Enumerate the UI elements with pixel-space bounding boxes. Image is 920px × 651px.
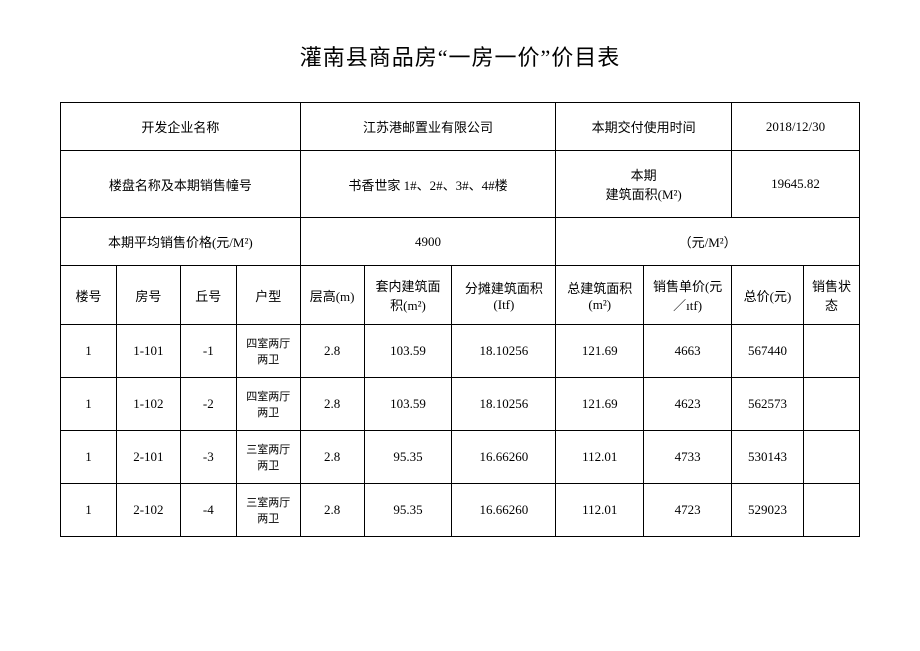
col-height: 层高(m) xyxy=(300,266,364,325)
cell-total_price: 530143 xyxy=(732,431,804,484)
cell-type: 三室两厅两卫 xyxy=(236,431,300,484)
col-building: 楼号 xyxy=(61,266,117,325)
cell-total_price: 529023 xyxy=(732,484,804,537)
cell-status xyxy=(803,484,859,537)
cell-building: 1 xyxy=(61,431,117,484)
info-row-3: 本期平均销售价格(元/M²) 4900 （元/M²） xyxy=(61,218,860,266)
avg-price-value: 4900 xyxy=(300,218,556,266)
unit-label: （元/M²） xyxy=(556,218,860,266)
col-room: 房号 xyxy=(116,266,180,325)
cell-unit_price: 4723 xyxy=(644,484,732,537)
col-shared-area: 分摊建筑面积(Itf) xyxy=(452,266,556,325)
col-total-area: 总建筑面积(m²) xyxy=(556,266,644,325)
info-row-2: 楼盘名称及本期销售幢号 书香世家 1#、2#、3#、4#楼 本期 建筑面积(M²… xyxy=(61,151,860,218)
cell-shared_area: 16.66260 xyxy=(452,484,556,537)
cell-type: 三室两厅两卫 xyxy=(236,484,300,537)
cell-total_area: 121.69 xyxy=(556,378,644,431)
area-label-1: 本期 xyxy=(631,168,657,183)
col-total-price: 总价(元) xyxy=(732,266,804,325)
col-unit-price: 销售单价(元／ıtf) xyxy=(644,266,732,325)
info-row-1: 开发企业名称 江苏港邮置业有限公司 本期交付使用时间 2018/12/30 xyxy=(61,103,860,151)
cell-inner_area: 103.59 xyxy=(364,378,452,431)
cell-height: 2.8 xyxy=(300,325,364,378)
area-label-2: 建筑面积(M²) xyxy=(606,187,682,202)
area-value: 19645.82 xyxy=(732,151,860,218)
project-label: 楼盘名称及本期销售幢号 xyxy=(61,151,301,218)
col-type: 户型 xyxy=(236,266,300,325)
cell-total_area: 112.01 xyxy=(556,431,644,484)
cell-type: 四室两厅两卫 xyxy=(236,325,300,378)
col-qiu: 丘号 xyxy=(180,266,236,325)
table-row: 12-101-3三室两厅两卫2.895.3516.66260112.014733… xyxy=(61,431,860,484)
cell-room: 1-101 xyxy=(116,325,180,378)
cell-unit_price: 4733 xyxy=(644,431,732,484)
cell-room: 1-102 xyxy=(116,378,180,431)
col-inner-area: 套内建筑面积(m²) xyxy=(364,266,452,325)
area-label: 本期 建筑面积(M²) xyxy=(556,151,732,218)
cell-unit_price: 4623 xyxy=(644,378,732,431)
cell-total_area: 121.69 xyxy=(556,325,644,378)
cell-room: 2-101 xyxy=(116,431,180,484)
cell-qiu: -3 xyxy=(180,431,236,484)
cell-type: 四室两厅两卫 xyxy=(236,378,300,431)
cell-unit_price: 4663 xyxy=(644,325,732,378)
page-title: 灌南县商品房“一房一价”价目表 xyxy=(60,40,860,72)
cell-height: 2.8 xyxy=(300,378,364,431)
cell-inner_area: 95.35 xyxy=(364,484,452,537)
table-row: 12-102-4三室两厅两卫2.895.3516.66260112.014723… xyxy=(61,484,860,537)
cell-status xyxy=(803,378,859,431)
cell-inner_area: 95.35 xyxy=(364,431,452,484)
delivery-value: 2018/12/30 xyxy=(732,103,860,151)
table-row: 11-102-2四室两厅两卫2.8103.5918.10256121.69462… xyxy=(61,378,860,431)
developer-value: 江苏港邮置业有限公司 xyxy=(300,103,556,151)
cell-total_area: 112.01 xyxy=(556,484,644,537)
cell-room: 2-102 xyxy=(116,484,180,537)
cell-total_price: 562573 xyxy=(732,378,804,431)
cell-building: 1 xyxy=(61,484,117,537)
cell-qiu: -4 xyxy=(180,484,236,537)
cell-height: 2.8 xyxy=(300,431,364,484)
cell-shared_area: 18.10256 xyxy=(452,378,556,431)
table-row: 11-101-1四室两厅两卫2.8103.5918.10256121.69466… xyxy=(61,325,860,378)
cell-height: 2.8 xyxy=(300,484,364,537)
cell-building: 1 xyxy=(61,325,117,378)
cell-status xyxy=(803,431,859,484)
price-table: 开发企业名称 江苏港邮置业有限公司 本期交付使用时间 2018/12/30 楼盘… xyxy=(60,102,860,537)
cell-status xyxy=(803,325,859,378)
cell-inner_area: 103.59 xyxy=(364,325,452,378)
cell-qiu: -2 xyxy=(180,378,236,431)
project-value: 书香世家 1#、2#、3#、4#楼 xyxy=(300,151,556,218)
cell-qiu: -1 xyxy=(180,325,236,378)
developer-label: 开发企业名称 xyxy=(61,103,301,151)
delivery-label: 本期交付使用时间 xyxy=(556,103,732,151)
cell-shared_area: 18.10256 xyxy=(452,325,556,378)
cell-building: 1 xyxy=(61,378,117,431)
cell-total_price: 567440 xyxy=(732,325,804,378)
cell-shared_area: 16.66260 xyxy=(452,431,556,484)
avg-price-label: 本期平均销售价格(元/M²) xyxy=(61,218,301,266)
column-header-row: 楼号 房号 丘号 户型 层高(m) 套内建筑面积(m²) 分摊建筑面积(Itf)… xyxy=(61,266,860,325)
col-status: 销售状态 xyxy=(803,266,859,325)
